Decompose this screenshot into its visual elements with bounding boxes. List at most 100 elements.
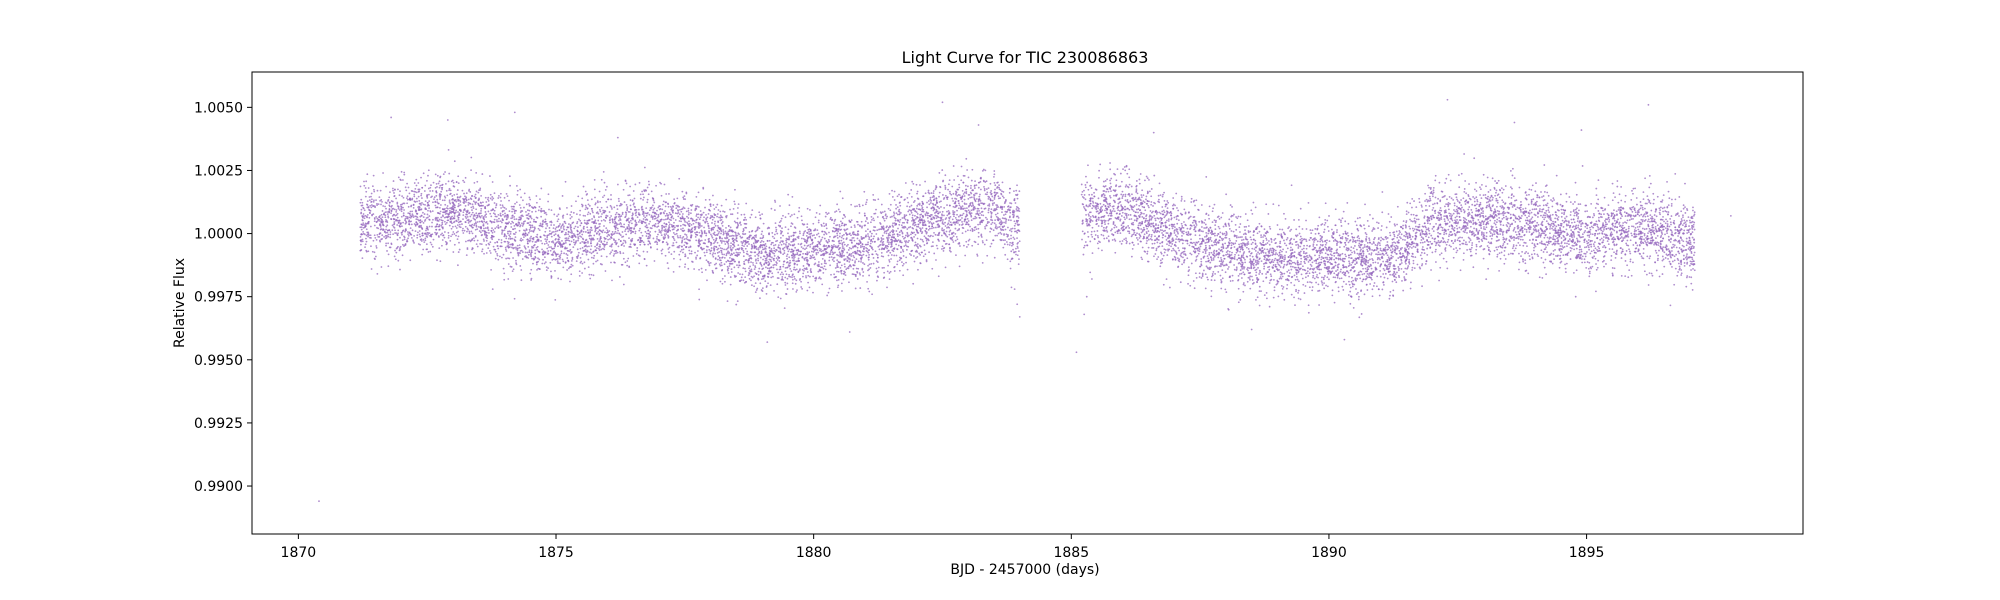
data-point [568, 235, 571, 238]
data-point [751, 276, 754, 279]
data-point [893, 216, 896, 219]
data-point [821, 283, 824, 286]
data-point [992, 229, 995, 232]
data-point [793, 257, 795, 260]
data-point [825, 240, 828, 242]
data-point [910, 211, 913, 214]
data-point [361, 219, 364, 221]
data-point [634, 183, 637, 186]
data-point [529, 226, 532, 229]
data-point [445, 207, 448, 209]
data-point [1005, 220, 1007, 223]
data-point [994, 188, 996, 191]
data-point [792, 268, 795, 271]
data-point [1001, 208, 1004, 211]
data-point [359, 201, 362, 204]
data-point [713, 216, 715, 219]
data-point [541, 223, 544, 226]
data-point [702, 211, 705, 214]
data-point [919, 227, 921, 229]
data-point [668, 226, 671, 229]
data-point [449, 207, 451, 210]
data-point [765, 285, 768, 287]
data-point [426, 194, 428, 197]
data-point [553, 234, 556, 237]
data-point [599, 210, 602, 213]
data-point [786, 266, 788, 269]
data-point [622, 188, 625, 191]
data-point [799, 232, 801, 235]
data-point [568, 223, 570, 225]
data-point [951, 185, 954, 188]
data-point [919, 221, 922, 224]
data-point [487, 229, 490, 232]
data-point [1012, 209, 1015, 212]
data-point [515, 246, 517, 249]
data-point [842, 241, 845, 244]
data-point [643, 258, 646, 260]
data-point [951, 218, 954, 221]
data-point [687, 267, 690, 270]
data-point [852, 267, 855, 270]
data-point [900, 196, 902, 199]
data-point [976, 253, 979, 256]
data-point [952, 192, 955, 195]
data-point [401, 225, 403, 228]
data-point [385, 219, 387, 221]
data-point [948, 220, 950, 222]
data-point [705, 259, 708, 262]
data-point [736, 217, 739, 220]
data-point [836, 246, 839, 249]
data-point [594, 230, 597, 233]
data-point [933, 231, 935, 234]
data-point [765, 245, 768, 248]
data-point [489, 193, 492, 196]
data-point [515, 231, 517, 234]
data-point [805, 275, 807, 277]
data-point [876, 216, 879, 218]
data-point [716, 229, 719, 232]
data-point [512, 257, 514, 259]
data-point [901, 232, 904, 235]
data-point [370, 192, 373, 195]
data-point [677, 225, 679, 228]
data-point [993, 170, 996, 172]
data-point [444, 216, 446, 219]
data-point [840, 272, 843, 275]
data-point [566, 213, 569, 216]
data-point [625, 219, 628, 222]
data-point [777, 224, 780, 227]
data-point [566, 269, 568, 271]
data-point [378, 196, 381, 199]
data-point [884, 230, 886, 233]
data-point [606, 235, 609, 238]
data-point [809, 254, 812, 257]
data-point [711, 253, 714, 256]
data-point [686, 215, 688, 218]
data-point [859, 241, 862, 244]
data-point [600, 215, 602, 218]
data-point [518, 244, 521, 247]
data-point [569, 213, 572, 216]
data-point [512, 221, 515, 224]
data-point [572, 246, 575, 249]
data-point [412, 206, 415, 209]
data-point [972, 204, 975, 207]
data-point [1012, 236, 1015, 239]
data-point [404, 222, 407, 225]
data-point [583, 261, 586, 264]
data-point [642, 193, 644, 196]
data-point [521, 251, 524, 253]
data-point [513, 297, 516, 300]
data-point [507, 278, 510, 280]
data-point [947, 183, 950, 186]
data-point [783, 307, 786, 309]
data-point [730, 252, 733, 255]
data-point [724, 243, 727, 245]
data-point [975, 228, 978, 231]
data-point [380, 266, 383, 268]
data-point [579, 235, 581, 238]
data-point [630, 208, 632, 211]
data-point [596, 243, 599, 246]
data-point [479, 187, 482, 190]
